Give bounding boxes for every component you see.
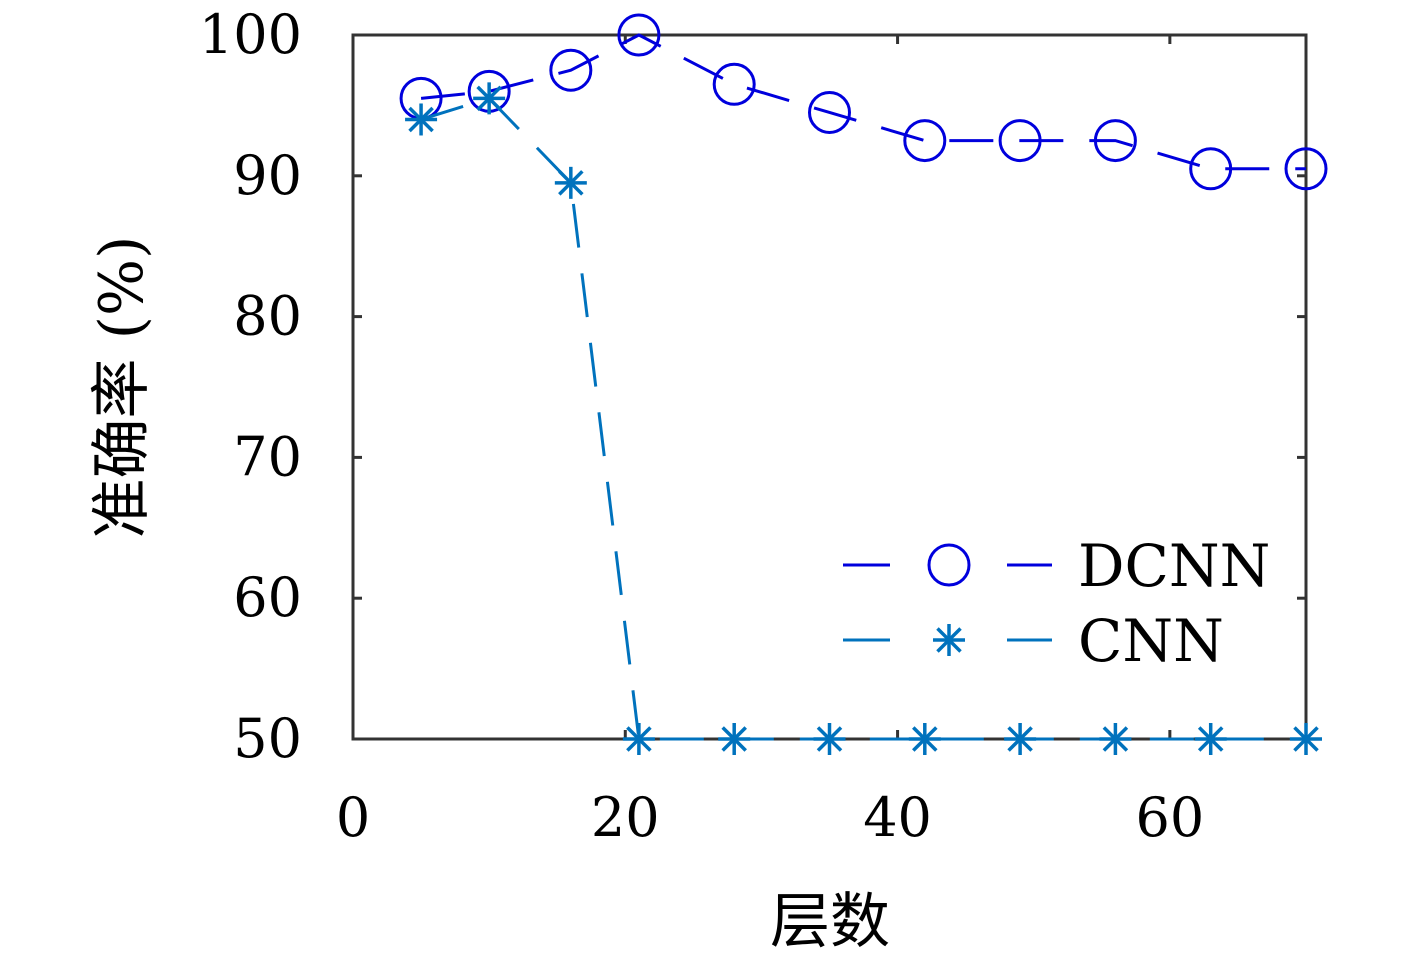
data-point-dcnn (903, 119, 947, 163)
data-point-dcnn (808, 90, 851, 134)
data-point-cnn (813, 723, 846, 755)
data-point-dcnn (617, 13, 661, 57)
asterisk-stroke (476, 85, 502, 112)
x-tick-label: 20 (591, 786, 660, 849)
data-point-cnn (473, 82, 506, 115)
asterisk-stroke (1197, 726, 1224, 752)
asterisk-stroke (408, 106, 434, 133)
y-tick-label: 80 (233, 285, 302, 348)
y-tick-label: 70 (233, 425, 302, 488)
data-point-dcnn (549, 48, 593, 92)
data-point-cnn (405, 103, 438, 136)
legend: DCNN CNN (843, 532, 1270, 675)
asterisk-stroke (721, 726, 747, 752)
legend-item-cnn: CNN (843, 607, 1224, 675)
series-line-dcnn (420, 33, 1306, 171)
asterisk-stroke (1293, 726, 1319, 752)
data-point-dcnn (1284, 147, 1328, 191)
y-tick-label: 60 (233, 566, 302, 629)
data-point-cnn (908, 723, 941, 755)
legend-item-dcnn: DCNN (843, 532, 1270, 600)
y-tick-label: 100 (199, 3, 302, 66)
legend-label: DCNN (1078, 532, 1270, 600)
asterisk-stroke (912, 726, 938, 752)
x-tick-label: 40 (863, 786, 932, 849)
asterisk-stroke (1007, 726, 1033, 752)
y-axis-label: 准确率 (%) (87, 236, 157, 539)
asterisk-stroke (558, 170, 584, 196)
asterisk-stroke (936, 627, 962, 653)
series-cnn (405, 82, 1322, 755)
asterisk-stroke (626, 726, 652, 752)
legend-marker (927, 543, 971, 587)
data-point-cnn (1290, 723, 1322, 755)
x-tick-label: 60 (1135, 786, 1204, 849)
legend-marker-bg (925, 541, 973, 589)
legend-label: CNN (1078, 607, 1224, 675)
data-point-cnn (1194, 723, 1227, 755)
data-point-cnn (718, 723, 751, 755)
x-tick-label: 0 (336, 786, 370, 849)
y-tick-label: 50 (233, 707, 302, 770)
data-point-dcnn (1093, 119, 1137, 163)
data-point-cnn (1004, 723, 1037, 755)
asterisk-stroke (816, 726, 843, 752)
legend-marker (933, 624, 965, 656)
data-point-cnn (1099, 723, 1132, 755)
x-axis-label: 层数 (770, 887, 890, 957)
data-point-dcnn (1189, 147, 1233, 191)
data-point-dcnn (998, 119, 1042, 163)
asterisk-stroke (1102, 726, 1129, 752)
y-tick-label: 90 (233, 144, 302, 207)
series-dcnn (399, 13, 1328, 191)
data-point-cnn (622, 723, 655, 755)
series-layer (399, 13, 1328, 755)
axis-ticks: 0 20 40 60 50 60 70 80 90 100 (199, 3, 1306, 849)
data-point-cnn (554, 166, 587, 199)
data-point-dcnn (712, 62, 756, 106)
